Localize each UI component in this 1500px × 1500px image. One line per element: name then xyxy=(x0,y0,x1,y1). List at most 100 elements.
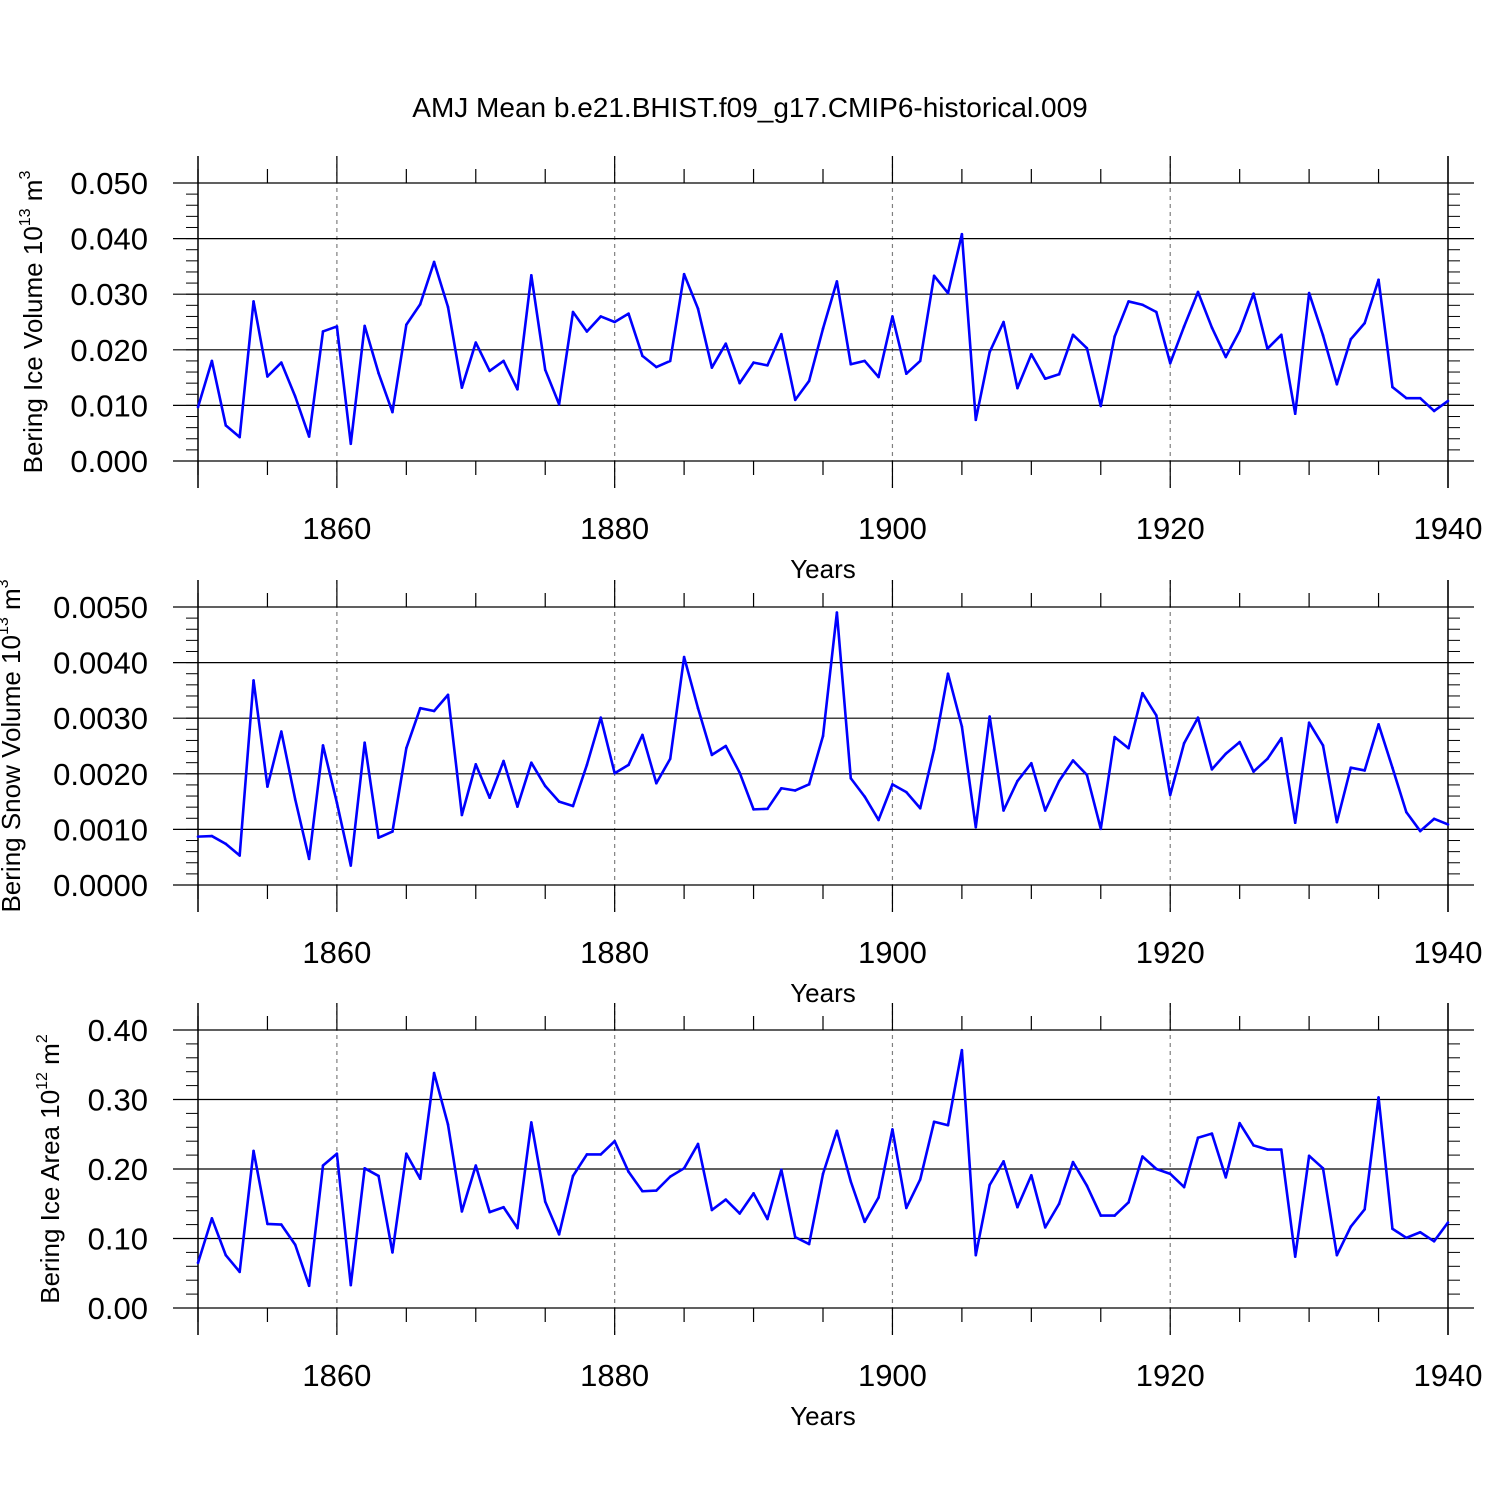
data-point xyxy=(1182,741,1186,745)
data-point xyxy=(988,1183,991,1187)
data-point xyxy=(974,825,978,829)
data-point xyxy=(1405,810,1408,814)
data-point xyxy=(238,1270,241,1274)
data-point xyxy=(1030,1173,1033,1177)
data-point xyxy=(1266,757,1269,761)
y-tick-label: 0.30 xyxy=(88,1083,148,1118)
data-point xyxy=(252,1149,255,1153)
data-point xyxy=(807,783,811,786)
data-point xyxy=(918,359,922,363)
data-point xyxy=(1252,770,1255,773)
data-point xyxy=(530,1121,533,1124)
data-point xyxy=(1099,1214,1103,1217)
data-point xyxy=(738,381,741,385)
data-point xyxy=(349,442,353,446)
series-line-ice-area xyxy=(196,1048,1450,1288)
data-point xyxy=(641,1189,644,1193)
data-point xyxy=(655,1189,658,1192)
data-point xyxy=(1043,809,1047,812)
data-point xyxy=(793,1235,797,1239)
data-point xyxy=(1377,1096,1380,1099)
y-axis-label-text: Bering Ice Area 10 xyxy=(35,1090,65,1304)
data-point xyxy=(696,1142,700,1146)
x-tick-label: 1920 xyxy=(1136,511,1205,546)
data-point xyxy=(780,786,783,790)
data-point xyxy=(307,1284,311,1288)
y-axis-label-unit-exponent: 3 xyxy=(17,171,34,180)
data-point xyxy=(321,330,325,333)
data-point xyxy=(668,757,672,761)
data-point xyxy=(1293,821,1297,825)
data-point xyxy=(1432,409,1436,413)
data-point xyxy=(1280,333,1283,337)
y-axis-label-text: Bering Snow Volume 10 xyxy=(0,635,26,913)
data-point xyxy=(1085,773,1089,777)
data-point xyxy=(724,1198,728,1201)
x-tick-label: 1880 xyxy=(580,935,649,970)
data-point xyxy=(1432,1239,1436,1243)
data-point xyxy=(502,759,505,763)
data-point xyxy=(196,835,200,838)
data-point xyxy=(1002,1160,1005,1163)
data-point xyxy=(599,716,603,719)
data-point xyxy=(1196,1136,1200,1140)
data-point xyxy=(752,361,755,364)
data-point xyxy=(1266,347,1269,350)
data-point xyxy=(766,807,769,811)
data-point xyxy=(1266,1148,1269,1151)
data-point xyxy=(696,706,700,710)
data-point xyxy=(252,300,255,303)
data-point xyxy=(280,730,283,733)
data-point xyxy=(307,435,311,438)
y-axis-label-ice-area: Bering Ice Area 1012 m2 xyxy=(34,1034,65,1304)
data-point xyxy=(1168,361,1172,365)
data-point xyxy=(891,315,894,318)
data-point xyxy=(1057,779,1061,783)
data-point xyxy=(1030,352,1033,356)
data-point xyxy=(1418,1230,1422,1234)
data-point xyxy=(293,798,297,801)
panel-ice-volume: 0.000 0.010 0.020 0.030 0.040 0.050 1860 1880 19… xyxy=(17,156,1482,584)
data-point xyxy=(960,725,964,728)
data-point xyxy=(835,611,839,614)
x-tick-label: 1860 xyxy=(302,1358,371,1393)
data-point xyxy=(1002,320,1005,324)
data-point xyxy=(1391,1227,1394,1231)
data-point xyxy=(363,1167,366,1170)
data-point xyxy=(210,1217,214,1220)
data-point xyxy=(1196,716,1200,719)
y-tick-label: 0.030 xyxy=(70,277,148,312)
x-axis-label: Years xyxy=(790,978,856,1008)
data-point xyxy=(488,369,491,373)
data-point xyxy=(585,330,589,333)
data-point xyxy=(460,813,464,817)
data-point xyxy=(1377,723,1380,726)
data-point xyxy=(335,1152,339,1156)
y-axis-label-snow-volume: Bering Snow Volume 1013 m3 xyxy=(0,579,26,912)
data-point xyxy=(807,1242,811,1246)
data-point xyxy=(516,805,519,808)
data-point xyxy=(974,418,978,422)
y-tick-label: 0.0040 xyxy=(53,646,148,681)
data-point xyxy=(252,679,255,682)
data-point xyxy=(682,1167,686,1170)
data-point xyxy=(835,280,839,283)
x-tick-label: 1880 xyxy=(580,1358,649,1393)
y-tick-label: 0.000 xyxy=(70,444,148,479)
data-point xyxy=(210,359,214,363)
data-point xyxy=(293,1243,297,1247)
data-point xyxy=(1252,1144,1255,1147)
data-point xyxy=(682,655,686,659)
x-tick-label: 1860 xyxy=(302,511,371,546)
data-point xyxy=(1168,1172,1172,1176)
data-point xyxy=(1071,1160,1075,1164)
data-point xyxy=(502,359,505,363)
data-point xyxy=(1307,721,1311,724)
data-point xyxy=(502,1205,505,1209)
data-point xyxy=(557,402,561,406)
data-point xyxy=(571,1174,575,1178)
data-point xyxy=(418,1177,422,1181)
data-point xyxy=(766,364,769,367)
data-point xyxy=(446,1123,450,1126)
data-point xyxy=(1057,372,1061,376)
